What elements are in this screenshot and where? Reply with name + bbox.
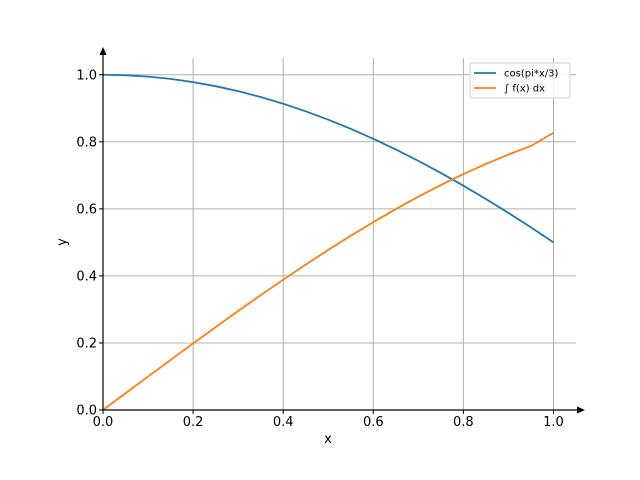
- legend-label-1: ∫ f(x) dx: [504, 84, 545, 95]
- series-lines: [102, 73, 554, 411]
- y-axis-arrow: [99, 47, 107, 55]
- x-tick-label-3: 0.6: [363, 415, 384, 430]
- axes: [99, 47, 585, 414]
- x-tick-label-2: 0.4: [273, 415, 294, 430]
- x-tick-label-0: 0.0: [93, 415, 114, 430]
- y-tick-label-3: 0.6: [76, 202, 97, 217]
- y-tick-label-5: 1.0: [76, 68, 97, 83]
- series-line-0: [102, 73, 554, 244]
- legend-label-0: cos(pi*x/3): [504, 69, 559, 80]
- y-tick-label-0: 0.0: [76, 404, 97, 419]
- x-tick-label-5: 1.0: [543, 415, 564, 430]
- x-axis-arrow: [577, 406, 585, 414]
- y-tick-label-1: 0.2: [76, 336, 97, 351]
- tick-labels: 0.0 0.2 0.4 0.6 0.8 1.0 0.0 0.2 0.4 0.6 0.8 1.0: [76, 68, 564, 430]
- y-axis-label: y: [55, 238, 70, 246]
- y-tick-label-4: 0.8: [76, 135, 97, 150]
- legend-box: [469, 62, 571, 99]
- x-tick-label-4: 0.8: [453, 415, 474, 430]
- y-tick-label-2: 0.4: [76, 269, 97, 284]
- x-tick-label-1: 0.2: [183, 415, 204, 430]
- x-axis-label: x: [324, 432, 332, 447]
- legend: cos(pi*x/3) ∫ f(x) dx: [469, 62, 571, 99]
- series-line-1: [102, 131, 554, 411]
